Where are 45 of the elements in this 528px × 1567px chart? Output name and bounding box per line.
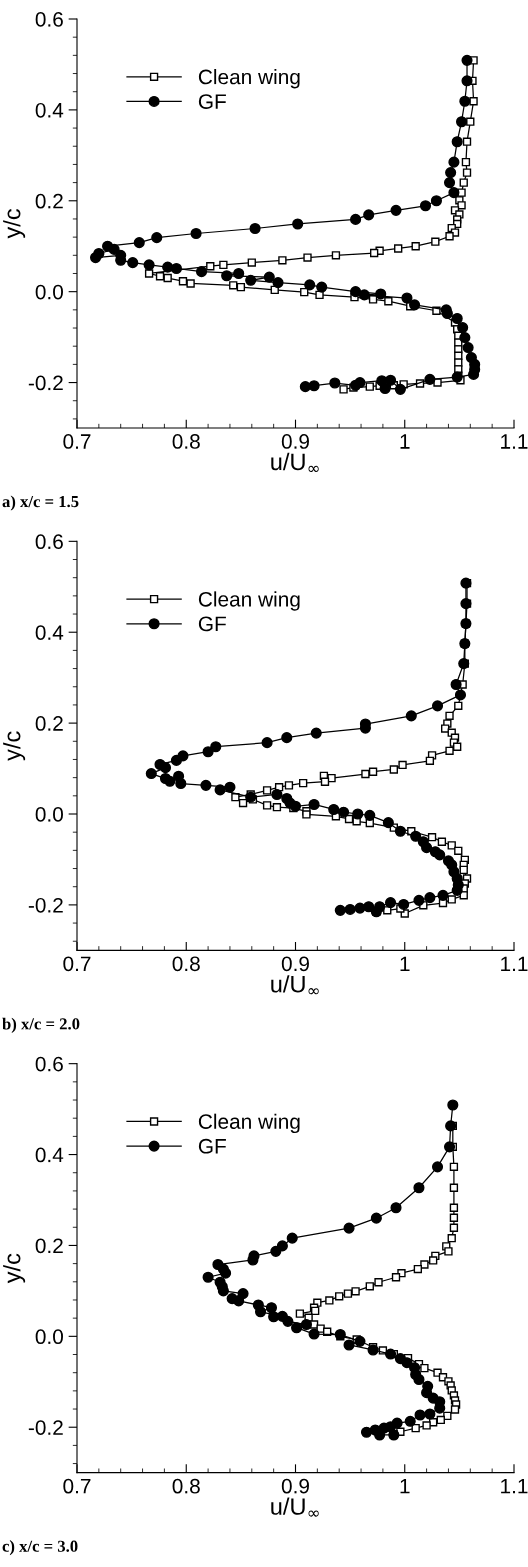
x-tick-label: 1.1 — [501, 434, 528, 449]
x-tick-label: 1.1 — [501, 1478, 528, 1494]
y-tick-label: 0.0 — [35, 807, 63, 822]
y-tick-label: -0.2 — [28, 1420, 63, 1435]
x-tick-label: 1.1 — [501, 956, 528, 971]
x-tick-label: 0.9 — [281, 956, 309, 972]
x-tick-label: 0.7 — [63, 1478, 91, 1494]
x-axis-title: u/U$_{∞}$ — [271, 1497, 319, 1517]
legend-label: GF — [198, 94, 226, 109]
y-tick-label: 0.4 — [35, 102, 64, 118]
y-tick-label: 0.2 — [35, 1238, 63, 1254]
y-tick-label: 0.4 — [35, 1147, 64, 1163]
legend-label: Clean wing — [198, 1113, 300, 1134]
y-axis-title: y/c — [3, 1253, 26, 1284]
legend-label: Clean wing — [198, 69, 300, 89]
legend-label: Clean wing — [198, 591, 300, 611]
x-tick-label: 0.8 — [172, 434, 200, 449]
y-tick-label: -0.2 — [28, 375, 63, 391]
x-axis-title: u/U$_{∞}$ — [271, 975, 319, 995]
y-tick-label: 0.2 — [35, 716, 63, 731]
x-tick-label: 0.7 — [63, 956, 91, 972]
x-tick-label: 1 — [400, 1478, 410, 1494]
x-tick-label: 0.8 — [172, 1478, 200, 1494]
y-tick-label: -0.2 — [28, 897, 63, 913]
y-axis-title: y/c — [3, 731, 26, 761]
y-tick-label: 0.6 — [35, 534, 63, 550]
y-axis-title: y/c — [3, 209, 26, 239]
x-tick-label: 0.8 — [172, 956, 200, 972]
x-tick-label: 1 — [400, 956, 410, 971]
y-tick-label: 0.6 — [35, 12, 63, 27]
x-tick-label: 0.9 — [281, 434, 309, 449]
text: b) x/c = 2.0 — [2, 1017, 80, 1033]
x-tick-label: 0.9 — [281, 1478, 309, 1494]
text: a) x/c = 1.5 — [2, 495, 79, 511]
x-axis-title: u/U$_{∞}$ — [271, 452, 319, 472]
x-tick-label: 1 — [400, 434, 410, 449]
y-tick-label: 0.0 — [35, 1329, 63, 1345]
text: c) x/c = 3.0 — [2, 1540, 78, 1556]
legend-label: GF — [198, 616, 226, 632]
y-tick-label: 0.2 — [35, 193, 63, 209]
y-tick-label: 0.0 — [35, 284, 63, 300]
x-tick-label: 0.7 — [63, 434, 91, 449]
y-tick-label: 0.4 — [35, 625, 64, 640]
legend-label: GF — [198, 1138, 226, 1154]
y-tick-label: 0.6 — [35, 1056, 63, 1072]
